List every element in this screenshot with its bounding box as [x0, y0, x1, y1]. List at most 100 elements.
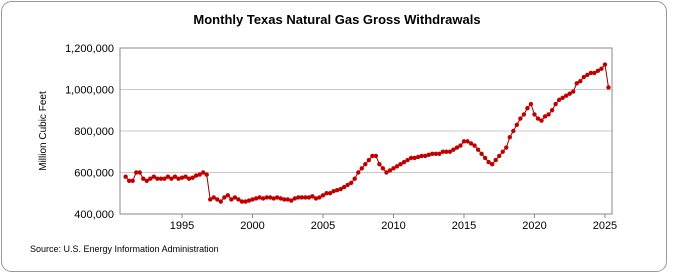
data-point [324, 191, 329, 196]
data-point [588, 70, 594, 76]
data-point [215, 197, 220, 202]
data-point [225, 193, 231, 198]
data-point [377, 162, 382, 167]
data-point [341, 184, 347, 190]
data-point [334, 187, 340, 193]
data-point [137, 170, 142, 175]
data-point [394, 164, 400, 169]
data-point [243, 199, 248, 204]
data-point [606, 85, 611, 90]
data-point [141, 176, 146, 181]
data-point [282, 197, 287, 202]
data-point [186, 176, 192, 181]
data-point [327, 191, 333, 196]
y-tick-label: 800,000 [74, 126, 114, 138]
data-point [549, 108, 555, 113]
data-point [595, 68, 601, 74]
x-tick-label: 2020 [522, 220, 546, 232]
data-point [398, 162, 403, 167]
data-point [239, 199, 245, 204]
data-point [211, 195, 216, 200]
data-point [408, 155, 414, 161]
data-point [497, 153, 502, 159]
data-point [232, 195, 238, 200]
data-point [430, 151, 435, 157]
data-point [130, 178, 135, 183]
frame [1, 1, 667, 272]
data-point [574, 81, 579, 86]
data-point [296, 195, 301, 200]
data-point [546, 112, 551, 117]
data-point [479, 151, 484, 157]
data-point [525, 105, 530, 111]
data-point [401, 159, 407, 165]
data-point [387, 168, 393, 173]
data-point [264, 195, 269, 200]
data-point [162, 176, 167, 181]
data-point [511, 128, 516, 134]
data-point [352, 176, 357, 181]
chart-title: Monthly Texas Natural Gas Gross Withdraw… [193, 12, 480, 27]
data-point [313, 196, 319, 201]
data-point [310, 194, 315, 199]
data-point [366, 157, 372, 163]
data-point [179, 175, 185, 180]
data-point [165, 174, 171, 179]
data-point [278, 196, 283, 201]
data-point [592, 70, 597, 76]
data-point [486, 159, 491, 165]
data-point [380, 166, 386, 171]
data-point [306, 195, 312, 200]
data-point [292, 196, 298, 201]
data-point [475, 147, 481, 152]
data-point [581, 74, 587, 80]
data-point [345, 182, 350, 188]
data-point [553, 101, 558, 107]
data-point [274, 195, 280, 200]
data-point [348, 180, 354, 186]
data-point [571, 89, 576, 94]
data-point [433, 151, 438, 157]
data-point [563, 93, 569, 98]
data-point [405, 157, 410, 163]
y-axis-label: Million Cubic Feet [38, 91, 49, 171]
data-point [250, 197, 255, 202]
data-point [285, 197, 290, 202]
data-point [567, 91, 572, 96]
data-point [602, 62, 608, 67]
data-point [514, 122, 520, 127]
data-point [437, 151, 442, 157]
data-point [155, 176, 160, 181]
data-point [521, 112, 527, 117]
data-point [148, 176, 153, 181]
data-point [134, 170, 139, 175]
data-point [415, 154, 421, 160]
data-point [468, 141, 474, 146]
data-point [200, 170, 206, 175]
data-point [444, 149, 449, 154]
data-point [440, 149, 446, 154]
data-point [370, 153, 375, 159]
data-point [458, 143, 463, 148]
data-point [391, 166, 396, 171]
data-point [123, 174, 128, 179]
data-point [556, 97, 562, 103]
y-tick-label: 400,000 [74, 209, 114, 221]
data-point [560, 95, 565, 101]
data-point [578, 79, 583, 84]
data-point [539, 118, 544, 123]
data-point [373, 153, 379, 159]
data-point [535, 116, 541, 121]
data-point [493, 157, 498, 163]
data-point [176, 176, 181, 181]
data-point [426, 152, 431, 158]
data-point [317, 195, 322, 200]
data-point [489, 162, 495, 167]
data-point [299, 195, 305, 200]
data-point [204, 172, 209, 177]
data-point [500, 149, 505, 154]
data-point [320, 193, 326, 198]
data-point [253, 196, 259, 201]
data-point [447, 149, 453, 154]
